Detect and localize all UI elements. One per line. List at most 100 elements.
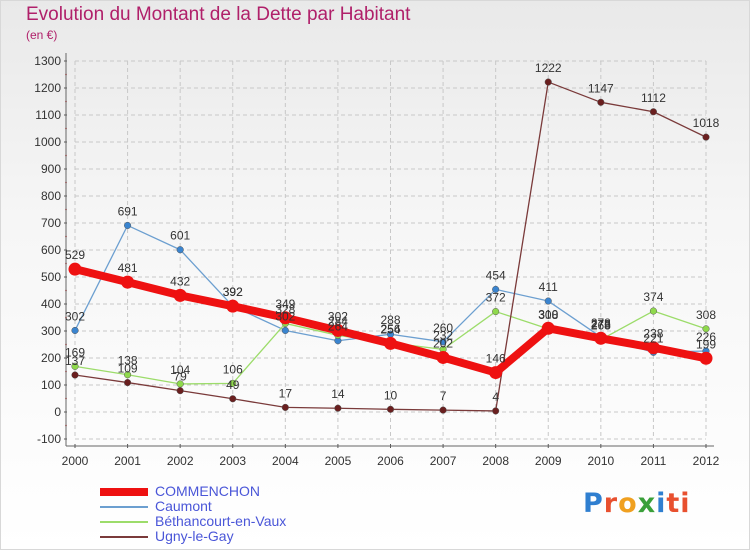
data-point bbox=[702, 325, 710, 333]
data-label: 392 bbox=[223, 285, 243, 299]
data-label: 232 bbox=[433, 328, 453, 342]
y-tick-label: 900 bbox=[41, 162, 61, 176]
proxiti-logo: Proxiti bbox=[583, 488, 691, 519]
data-point bbox=[489, 366, 503, 380]
y-tick-label: 100 bbox=[41, 378, 61, 392]
x-tick-label: 2006 bbox=[377, 454, 404, 468]
legend-swatch-bethancourt bbox=[100, 520, 148, 523]
x-tick-label: 2009 bbox=[535, 454, 562, 468]
data-label: 137 bbox=[65, 354, 85, 368]
data-label: 238 bbox=[643, 327, 663, 341]
data-point bbox=[597, 98, 605, 106]
data-point bbox=[331, 323, 345, 337]
data-label: 49 bbox=[226, 378, 240, 392]
data-point bbox=[176, 387, 184, 395]
data-label: 308 bbox=[696, 308, 716, 322]
legend-swatch-caumont bbox=[100, 505, 148, 508]
data-point bbox=[384, 336, 397, 350]
legend-label-ugny: Ugny-le-Gay bbox=[155, 528, 234, 544]
x-tick-label: 2010 bbox=[587, 454, 614, 468]
legend-label-commenchon: COMMENCHON bbox=[155, 483, 260, 499]
x-tick-label: 2001 bbox=[114, 454, 141, 468]
y-tick-label: 200 bbox=[41, 351, 61, 365]
data-point bbox=[436, 350, 450, 364]
data-label: 202 bbox=[433, 336, 453, 350]
chart-subtitle: (en €) bbox=[26, 28, 58, 42]
data-point bbox=[278, 311, 292, 325]
data-labels: 5294814323923493022542021463102732381993… bbox=[65, 61, 720, 404]
x-tick-label: 2002 bbox=[167, 454, 194, 468]
data-point bbox=[124, 371, 132, 379]
x-tick-label: 2012 bbox=[693, 454, 720, 468]
data-label: 169 bbox=[65, 345, 85, 359]
data-point bbox=[699, 351, 713, 365]
data-label: 273 bbox=[591, 317, 611, 331]
x-tick-label: 2000 bbox=[62, 454, 89, 468]
x-tick-label: 2003 bbox=[219, 454, 246, 468]
data-label: 146 bbox=[486, 352, 506, 366]
data-label: 106 bbox=[223, 362, 243, 376]
y-tick-label: 800 bbox=[41, 189, 61, 203]
data-label: 79 bbox=[173, 370, 187, 384]
y-tick-label: 700 bbox=[41, 216, 61, 230]
data-label: 1018 bbox=[693, 116, 720, 130]
data-label: 14 bbox=[331, 387, 345, 401]
data-label: 411 bbox=[539, 280, 558, 294]
data-label: 109 bbox=[118, 362, 138, 376]
data-label: 278 bbox=[591, 316, 611, 330]
data-markers bbox=[68, 78, 713, 415]
data-label: 1222 bbox=[535, 61, 562, 75]
data-label: 1147 bbox=[588, 81, 614, 95]
data-label: 691 bbox=[118, 204, 138, 218]
data-label: 374 bbox=[643, 290, 663, 304]
data-label: 254 bbox=[380, 322, 400, 336]
x-tick-label: 2004 bbox=[272, 454, 299, 468]
chart-title: Evolution du Montant de la Dette par Hab… bbox=[26, 4, 411, 25]
data-label: 268 bbox=[591, 319, 611, 333]
data-label: 260 bbox=[433, 321, 453, 335]
data-label: 529 bbox=[65, 248, 85, 262]
data-point bbox=[176, 246, 184, 254]
y-tick-label: 600 bbox=[41, 243, 61, 257]
data-point bbox=[173, 288, 187, 302]
data-point bbox=[281, 403, 289, 411]
data-label: 349 bbox=[275, 297, 295, 311]
data-label: 392 bbox=[223, 285, 243, 299]
legend-swatch-commenchon bbox=[100, 487, 148, 496]
y-tick-label: 0 bbox=[54, 405, 61, 419]
y-tick-label: -100 bbox=[37, 432, 61, 446]
data-label: 288 bbox=[380, 313, 400, 327]
y-tick-label: 1300 bbox=[34, 54, 61, 68]
data-label: 372 bbox=[486, 291, 506, 305]
data-point bbox=[492, 308, 500, 316]
data-label: 138 bbox=[118, 354, 138, 368]
data-label: 221 bbox=[643, 331, 663, 345]
data-label: 432 bbox=[170, 274, 190, 288]
data-point bbox=[334, 404, 342, 412]
axes: -100 0 100 200 300 400 500 600 700 800 900 1000 1100… bbox=[34, 53, 720, 468]
data-label: 10 bbox=[384, 388, 398, 402]
data-point bbox=[541, 321, 555, 335]
data-label: 226 bbox=[696, 330, 716, 344]
y-tick-label: 500 bbox=[41, 270, 61, 284]
legend-swatch-ugny bbox=[100, 535, 148, 538]
x-tick-label: 2011 bbox=[641, 454, 667, 468]
data-point bbox=[492, 407, 500, 415]
y-tick-label: 1000 bbox=[34, 135, 61, 149]
x-tick-label: 2005 bbox=[325, 454, 352, 468]
data-label: 1112 bbox=[641, 91, 666, 105]
data-point bbox=[386, 405, 395, 413]
data-label: 284 bbox=[328, 314, 348, 328]
data-point bbox=[229, 379, 237, 387]
x-tick-label: 2008 bbox=[482, 454, 509, 468]
y-tick-label: 400 bbox=[41, 297, 61, 311]
data-label: 481 bbox=[118, 261, 138, 275]
data-label: 104 bbox=[170, 363, 190, 377]
data-label: 302 bbox=[275, 309, 295, 323]
data-point bbox=[646, 341, 660, 355]
data-point bbox=[68, 262, 82, 276]
legend-label-bethancourt: Béthancourt-en-Vaux bbox=[155, 513, 287, 529]
data-point bbox=[281, 326, 289, 335]
data-label: 4 bbox=[492, 390, 499, 404]
data-point bbox=[121, 275, 135, 289]
